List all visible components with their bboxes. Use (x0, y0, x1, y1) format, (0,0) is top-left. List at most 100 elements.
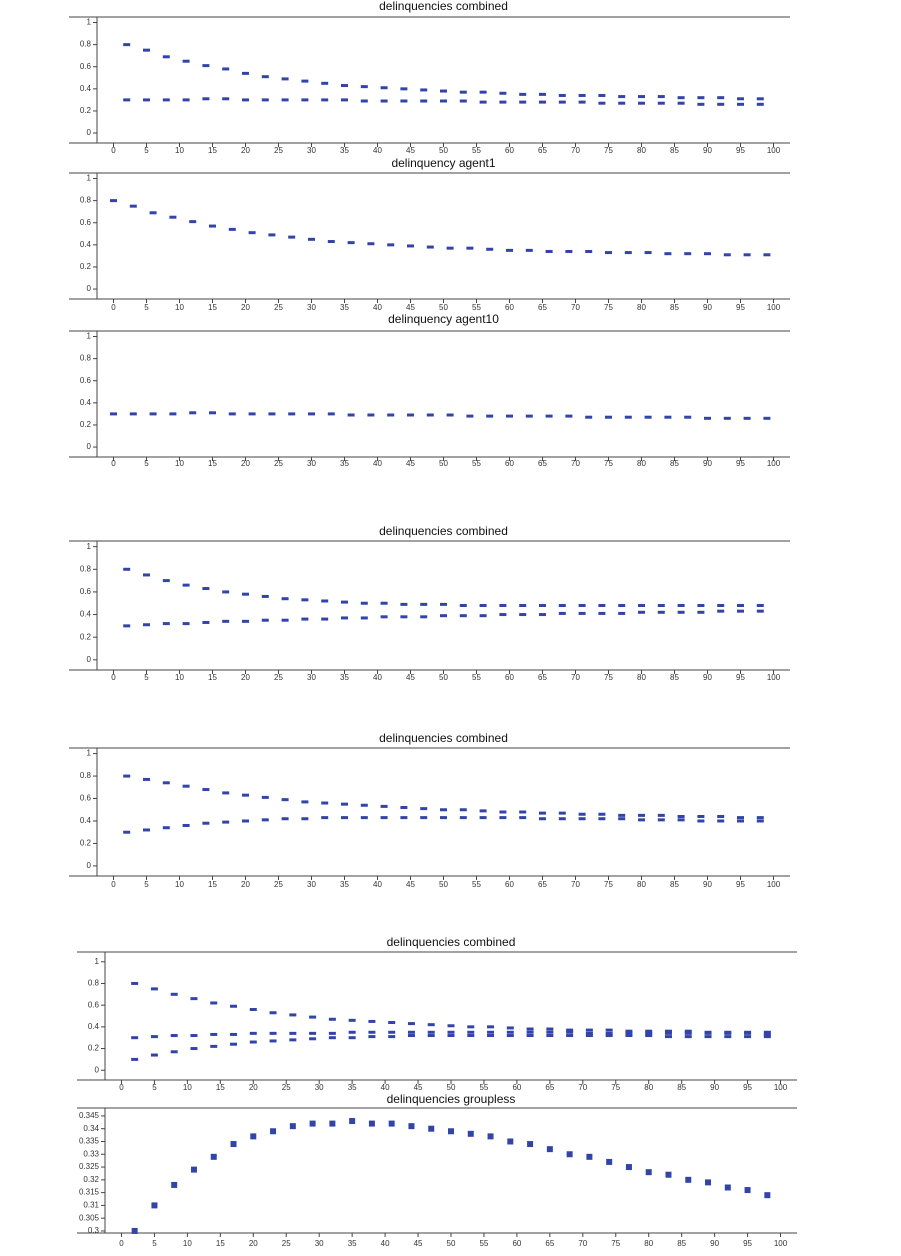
point (230, 1042, 238, 1046)
point (426, 413, 434, 417)
x-tick-label: 55 (472, 146, 481, 155)
point (763, 253, 771, 257)
point (459, 99, 467, 103)
point (756, 816, 764, 820)
point (110, 199, 117, 203)
point (479, 614, 487, 618)
x-tick-label: 25 (274, 303, 283, 312)
point (539, 604, 546, 607)
point (578, 817, 586, 821)
point (605, 251, 612, 255)
x-tick-label: 95 (743, 1239, 752, 1248)
x-tick-label: 65 (545, 1239, 554, 1248)
point (519, 810, 527, 814)
point (519, 613, 527, 617)
x-tick-label: 5 (144, 146, 149, 155)
point (677, 814, 685, 818)
point (321, 599, 329, 603)
x-tick-label: 60 (505, 146, 514, 155)
point (222, 67, 230, 71)
point (341, 600, 348, 604)
point (440, 614, 447, 618)
point (321, 816, 329, 820)
point (261, 618, 269, 622)
point (545, 249, 553, 253)
point (606, 1158, 613, 1165)
point (129, 204, 137, 208)
point (420, 615, 428, 619)
y-tick-label: 0.4 (80, 84, 92, 93)
point (248, 412, 256, 416)
point (407, 1034, 415, 1038)
x-tick-label: 55 (472, 673, 481, 682)
point (685, 1176, 692, 1183)
x-tick-label: 15 (208, 303, 217, 312)
point (222, 791, 230, 795)
point (605, 1034, 613, 1038)
point (123, 567, 131, 571)
x-tick-label: 95 (736, 880, 745, 889)
point (558, 611, 566, 615)
point (638, 813, 645, 817)
point (261, 75, 269, 79)
x-tick-label: 25 (274, 459, 283, 468)
y-tick-label: 0.325 (79, 1162, 100, 1171)
point (228, 412, 236, 416)
y-tick-label: 0.8 (80, 196, 92, 205)
point (756, 102, 764, 106)
y-tick-label: 1 (87, 174, 92, 183)
x-tick-label: 50 (439, 880, 448, 889)
y-tick-label: 0.32 (83, 1175, 99, 1184)
point (281, 597, 289, 601)
point (269, 1031, 277, 1035)
point (170, 1034, 178, 1038)
point (249, 1031, 257, 1035)
point (697, 610, 705, 614)
point (566, 1030, 574, 1034)
chart-title: delinquency agent10 (388, 312, 499, 326)
point (737, 816, 744, 820)
point (447, 1024, 455, 1028)
point (657, 818, 665, 822)
x-tick-label: 15 (208, 459, 217, 468)
point (756, 609, 764, 613)
point (605, 1031, 613, 1035)
point (341, 84, 348, 88)
y-tick-label: 0.4 (80, 240, 92, 249)
y-tick-label: 0 (87, 284, 92, 293)
point (190, 1166, 197, 1173)
point (367, 413, 375, 417)
x-tick-label: 35 (348, 1083, 357, 1092)
point (586, 1153, 593, 1160)
x-tick-label: 40 (381, 1239, 390, 1248)
point (202, 587, 210, 591)
x-tick-label: 80 (637, 146, 646, 155)
x-tick-label: 15 (208, 880, 217, 889)
y-tick-label: 1 (87, 542, 92, 551)
point (242, 819, 249, 823)
point (328, 1017, 336, 1021)
point (400, 806, 408, 810)
point (499, 100, 507, 104)
chart-title: delinquencies combined (387, 935, 516, 949)
point (400, 99, 408, 103)
point (420, 816, 428, 820)
point (420, 99, 428, 103)
point (638, 101, 645, 105)
point (289, 1013, 297, 1017)
x-tick-label: 55 (479, 1239, 488, 1248)
point (151, 1202, 158, 1209)
point (744, 1187, 751, 1194)
point (737, 819, 744, 823)
point (230, 1141, 237, 1148)
point (717, 814, 725, 818)
point (487, 1025, 495, 1029)
x-tick-label: 60 (512, 1083, 521, 1092)
point (558, 604, 566, 607)
point (189, 220, 197, 224)
point (446, 246, 454, 250)
point (578, 812, 586, 816)
point (347, 241, 355, 245)
x-tick-label: 70 (571, 673, 580, 682)
point (440, 808, 447, 812)
